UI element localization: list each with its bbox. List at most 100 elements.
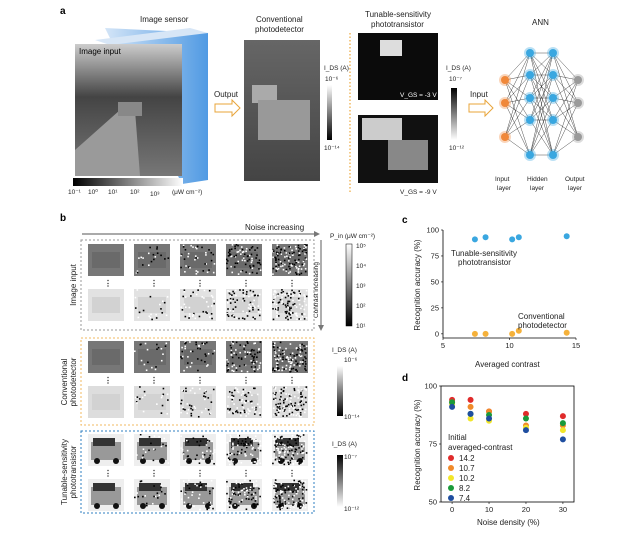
noise-pixel [291,254,294,256]
van-shape [137,487,167,505]
noise-pixel [182,246,185,248]
noise-pixel [139,434,142,436]
noise-pixel [184,296,187,298]
noise-pixel [279,508,282,511]
noise-pixel [198,388,201,390]
noise-pixel [299,451,302,454]
van-wheel [205,458,211,464]
noise-pixel [295,271,297,274]
noise-pixel [277,407,280,410]
noise-pixel [258,314,261,317]
noise-pixel [279,443,281,445]
noise-pixel [229,463,231,466]
noise-pixel [252,357,255,359]
row-label-image-input: Image input [69,263,78,306]
noise-pixel [300,458,303,461]
noise-pixel [190,414,193,417]
noise-pixel [251,406,254,409]
noise-pixel [243,253,246,256]
van-wheel [140,458,146,464]
noise-pixel [299,415,301,418]
noise-pixel [244,395,247,398]
noise-pixel [238,399,241,401]
noise-pixel [286,355,288,358]
noise-pixel [240,357,243,359]
noise-pixel [227,255,230,257]
legend-label: 10.2 [459,474,475,483]
noise-pixel [304,481,307,483]
noise-pixel [279,409,282,412]
noise-pixel [207,409,210,411]
noise-pixel [251,394,253,397]
noise-pixel [295,414,298,417]
noise-pixel [238,500,241,503]
noise-pixel [228,500,230,502]
noise-pixel [234,302,237,305]
data-point [559,436,566,443]
noise-pixel [153,485,155,487]
noise-pixel [203,289,206,292]
noise-pixel [140,256,143,259]
noise-pixel [180,411,182,414]
noise-pixel [237,504,240,507]
noise-pixel [305,401,307,404]
noise-pixel [289,267,291,270]
tun-cbar-label: I_DS (A) [446,65,471,72]
noise-pixel [284,504,286,506]
noise-pixel [180,356,182,358]
noise-pixel [251,438,253,440]
noise-pixel [231,365,234,368]
noise-pixel [150,260,153,263]
noise-pixel [241,404,244,406]
noise-pixel [296,362,299,365]
noise-pixel [197,289,199,291]
noise-pixel [199,508,201,511]
noise-pixel [304,253,306,255]
noise-pixel [289,365,292,367]
van-wheel [113,458,119,464]
noise-pixel [226,313,229,316]
noise-pixel [282,443,284,446]
noise-pixel [279,398,281,401]
noise-pixel [290,293,292,295]
noise-pixel [273,290,276,293]
noise-pixel [295,503,297,506]
noise-pixel [273,342,276,344]
noise-pixel [246,260,249,262]
noise-pixel [256,439,258,441]
noise-pixel [259,445,262,447]
input-cbar-tick: 10⁰ [88,188,98,196]
noise-pixel [232,342,234,345]
ellipsis-icon: ⋮ [150,469,158,478]
noise-pixel [248,310,251,312]
noise-pixel [236,411,239,414]
noise-pixel [287,488,290,490]
noise-pixel [233,292,236,295]
noise-pixel [288,407,291,410]
noise-pixel [279,505,281,508]
noise-pixel [160,490,163,493]
ann-node [549,49,557,57]
noise-pixel [183,290,186,293]
noise-pixel [283,460,285,462]
noise-pixel [184,492,187,494]
cbar1-tick: 10⁵ [356,243,366,250]
noise-pixel [272,273,274,275]
noise-pixel [291,252,293,255]
noise-pixel [209,454,211,457]
noise-pixel [287,441,289,443]
noise-pixel [234,486,237,489]
noise-pixel [284,503,287,505]
noise-pixel [195,341,197,344]
noise-pixel [287,461,289,464]
noise-pixel [293,407,296,409]
noise-pixel [245,247,248,250]
ann-connection [504,97,531,138]
noise-pixel [182,295,185,298]
noise-pixel [243,401,246,403]
noise-pixel [287,403,290,406]
noise-pixel [275,362,278,364]
noise-pixel [245,490,248,492]
noise-pixel [293,494,295,497]
